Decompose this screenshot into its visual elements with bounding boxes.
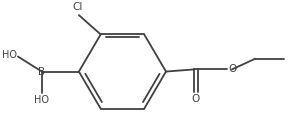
Text: O: O [192, 94, 200, 104]
Text: HO: HO [34, 95, 49, 105]
Text: HO: HO [1, 50, 16, 60]
Text: Cl: Cl [72, 2, 83, 12]
Text: O: O [228, 64, 237, 74]
Text: B: B [38, 67, 46, 77]
